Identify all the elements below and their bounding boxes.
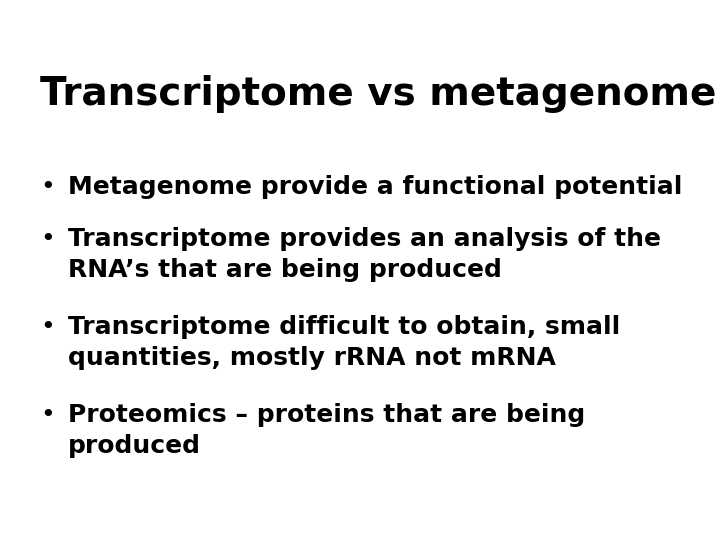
Text: Metagenome provide a functional potential: Metagenome provide a functional potentia… — [68, 175, 683, 199]
Text: Proteomics – proteins that are being
produced: Proteomics – proteins that are being pro… — [68, 403, 585, 458]
Text: •: • — [40, 315, 55, 339]
Text: Transcriptome difficult to obtain, small
quantities, mostly rRNA not mRNA: Transcriptome difficult to obtain, small… — [68, 315, 620, 370]
Text: •: • — [40, 403, 55, 427]
Text: •: • — [40, 227, 55, 251]
Text: Transcriptome provides an analysis of the
RNA’s that are being produced: Transcriptome provides an analysis of th… — [68, 227, 661, 282]
Text: Transcriptome vs metagenome: Transcriptome vs metagenome — [40, 75, 716, 113]
Text: •: • — [40, 175, 55, 199]
